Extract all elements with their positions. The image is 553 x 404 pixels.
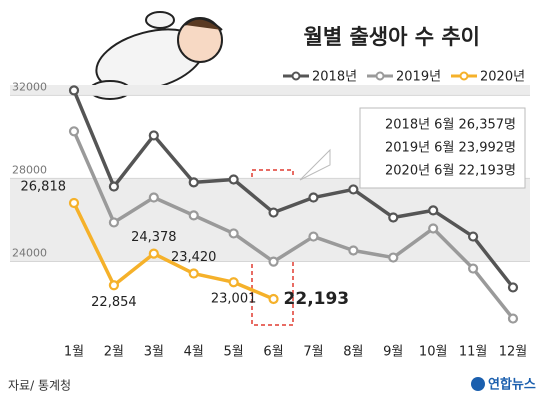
data-label: 23,001	[211, 292, 257, 307]
x-tick-label: 12월	[499, 345, 528, 360]
x-tick-label: 11월	[459, 345, 488, 360]
callout-pointer	[299, 148, 331, 181]
legend-marker	[375, 71, 385, 81]
point	[428, 223, 439, 234]
x-tick-label: 8월	[343, 345, 363, 360]
source: 자료/ 통계청	[8, 379, 71, 393]
point	[348, 245, 359, 256]
point	[308, 231, 319, 242]
point	[188, 210, 199, 221]
point	[268, 256, 279, 267]
point	[148, 192, 159, 203]
point	[388, 252, 399, 263]
callout-box	[359, 107, 526, 189]
legend-label: 2018년	[312, 70, 357, 85]
point	[108, 217, 120, 228]
x-tick-label: 3월	[144, 345, 164, 360]
point	[428, 205, 439, 216]
x-tick-label: 10월	[419, 345, 448, 360]
point	[268, 207, 279, 218]
point	[108, 181, 120, 192]
point	[507, 282, 519, 293]
point	[467, 231, 479, 242]
point	[68, 126, 80, 137]
legend-label: 2020년	[480, 70, 525, 85]
x-tick-label: 1월	[64, 345, 84, 360]
annotation: 2019년 6월 23,992명	[385, 141, 516, 156]
point	[148, 248, 159, 259]
data-label: 22,854	[91, 295, 137, 310]
x-tick-label: 2월	[104, 345, 124, 360]
legend-label: 2019년	[396, 70, 441, 85]
x-tick-label: 9월	[383, 345, 403, 360]
point	[228, 174, 239, 185]
point	[228, 228, 239, 239]
point	[467, 263, 479, 274]
point	[308, 192, 319, 203]
point	[148, 130, 159, 141]
y-tick-label: 28000	[12, 163, 47, 176]
y-tick-label: 24000	[12, 246, 47, 259]
data-label: 24,378	[131, 230, 177, 245]
point	[68, 197, 80, 209]
data-label: 23,420	[171, 250, 217, 265]
point	[388, 212, 399, 223]
x-tick-label: 7월	[303, 345, 323, 360]
point	[348, 184, 359, 195]
legend-marker	[459, 71, 469, 81]
x-tick-label: 6월	[263, 345, 283, 360]
y-tick-label: 32000	[12, 80, 47, 93]
point	[188, 268, 199, 279]
x-tick-label: 4월	[184, 345, 204, 360]
point	[108, 280, 120, 291]
annotation: 2018년 6월 26,357명	[385, 118, 516, 133]
point	[68, 85, 80, 96]
data-label: 26,818	[21, 179, 67, 194]
point	[228, 277, 239, 288]
x-tick-label: 5월	[224, 345, 244, 360]
chart-title: 월별 출생아 수 추이	[304, 25, 481, 49]
series-line	[72, 202, 275, 301]
legend-marker	[291, 71, 301, 81]
series-line	[72, 89, 515, 289]
point	[507, 313, 519, 324]
series-line	[72, 130, 515, 320]
logo-icon	[471, 377, 485, 391]
annotation: 2020년 6월 22,193명	[385, 164, 516, 179]
point	[268, 293, 279, 305]
plot: 24000 28000 32000 1월 2월 3월 4월 5월 6월 7월 8월 9월 10월 11월 1…	[10, 70, 530, 360]
point	[188, 177, 199, 188]
logo: 연합뉴스	[488, 377, 536, 393]
grid-band	[10, 85, 530, 96]
data-label: 22,193	[284, 289, 350, 309]
